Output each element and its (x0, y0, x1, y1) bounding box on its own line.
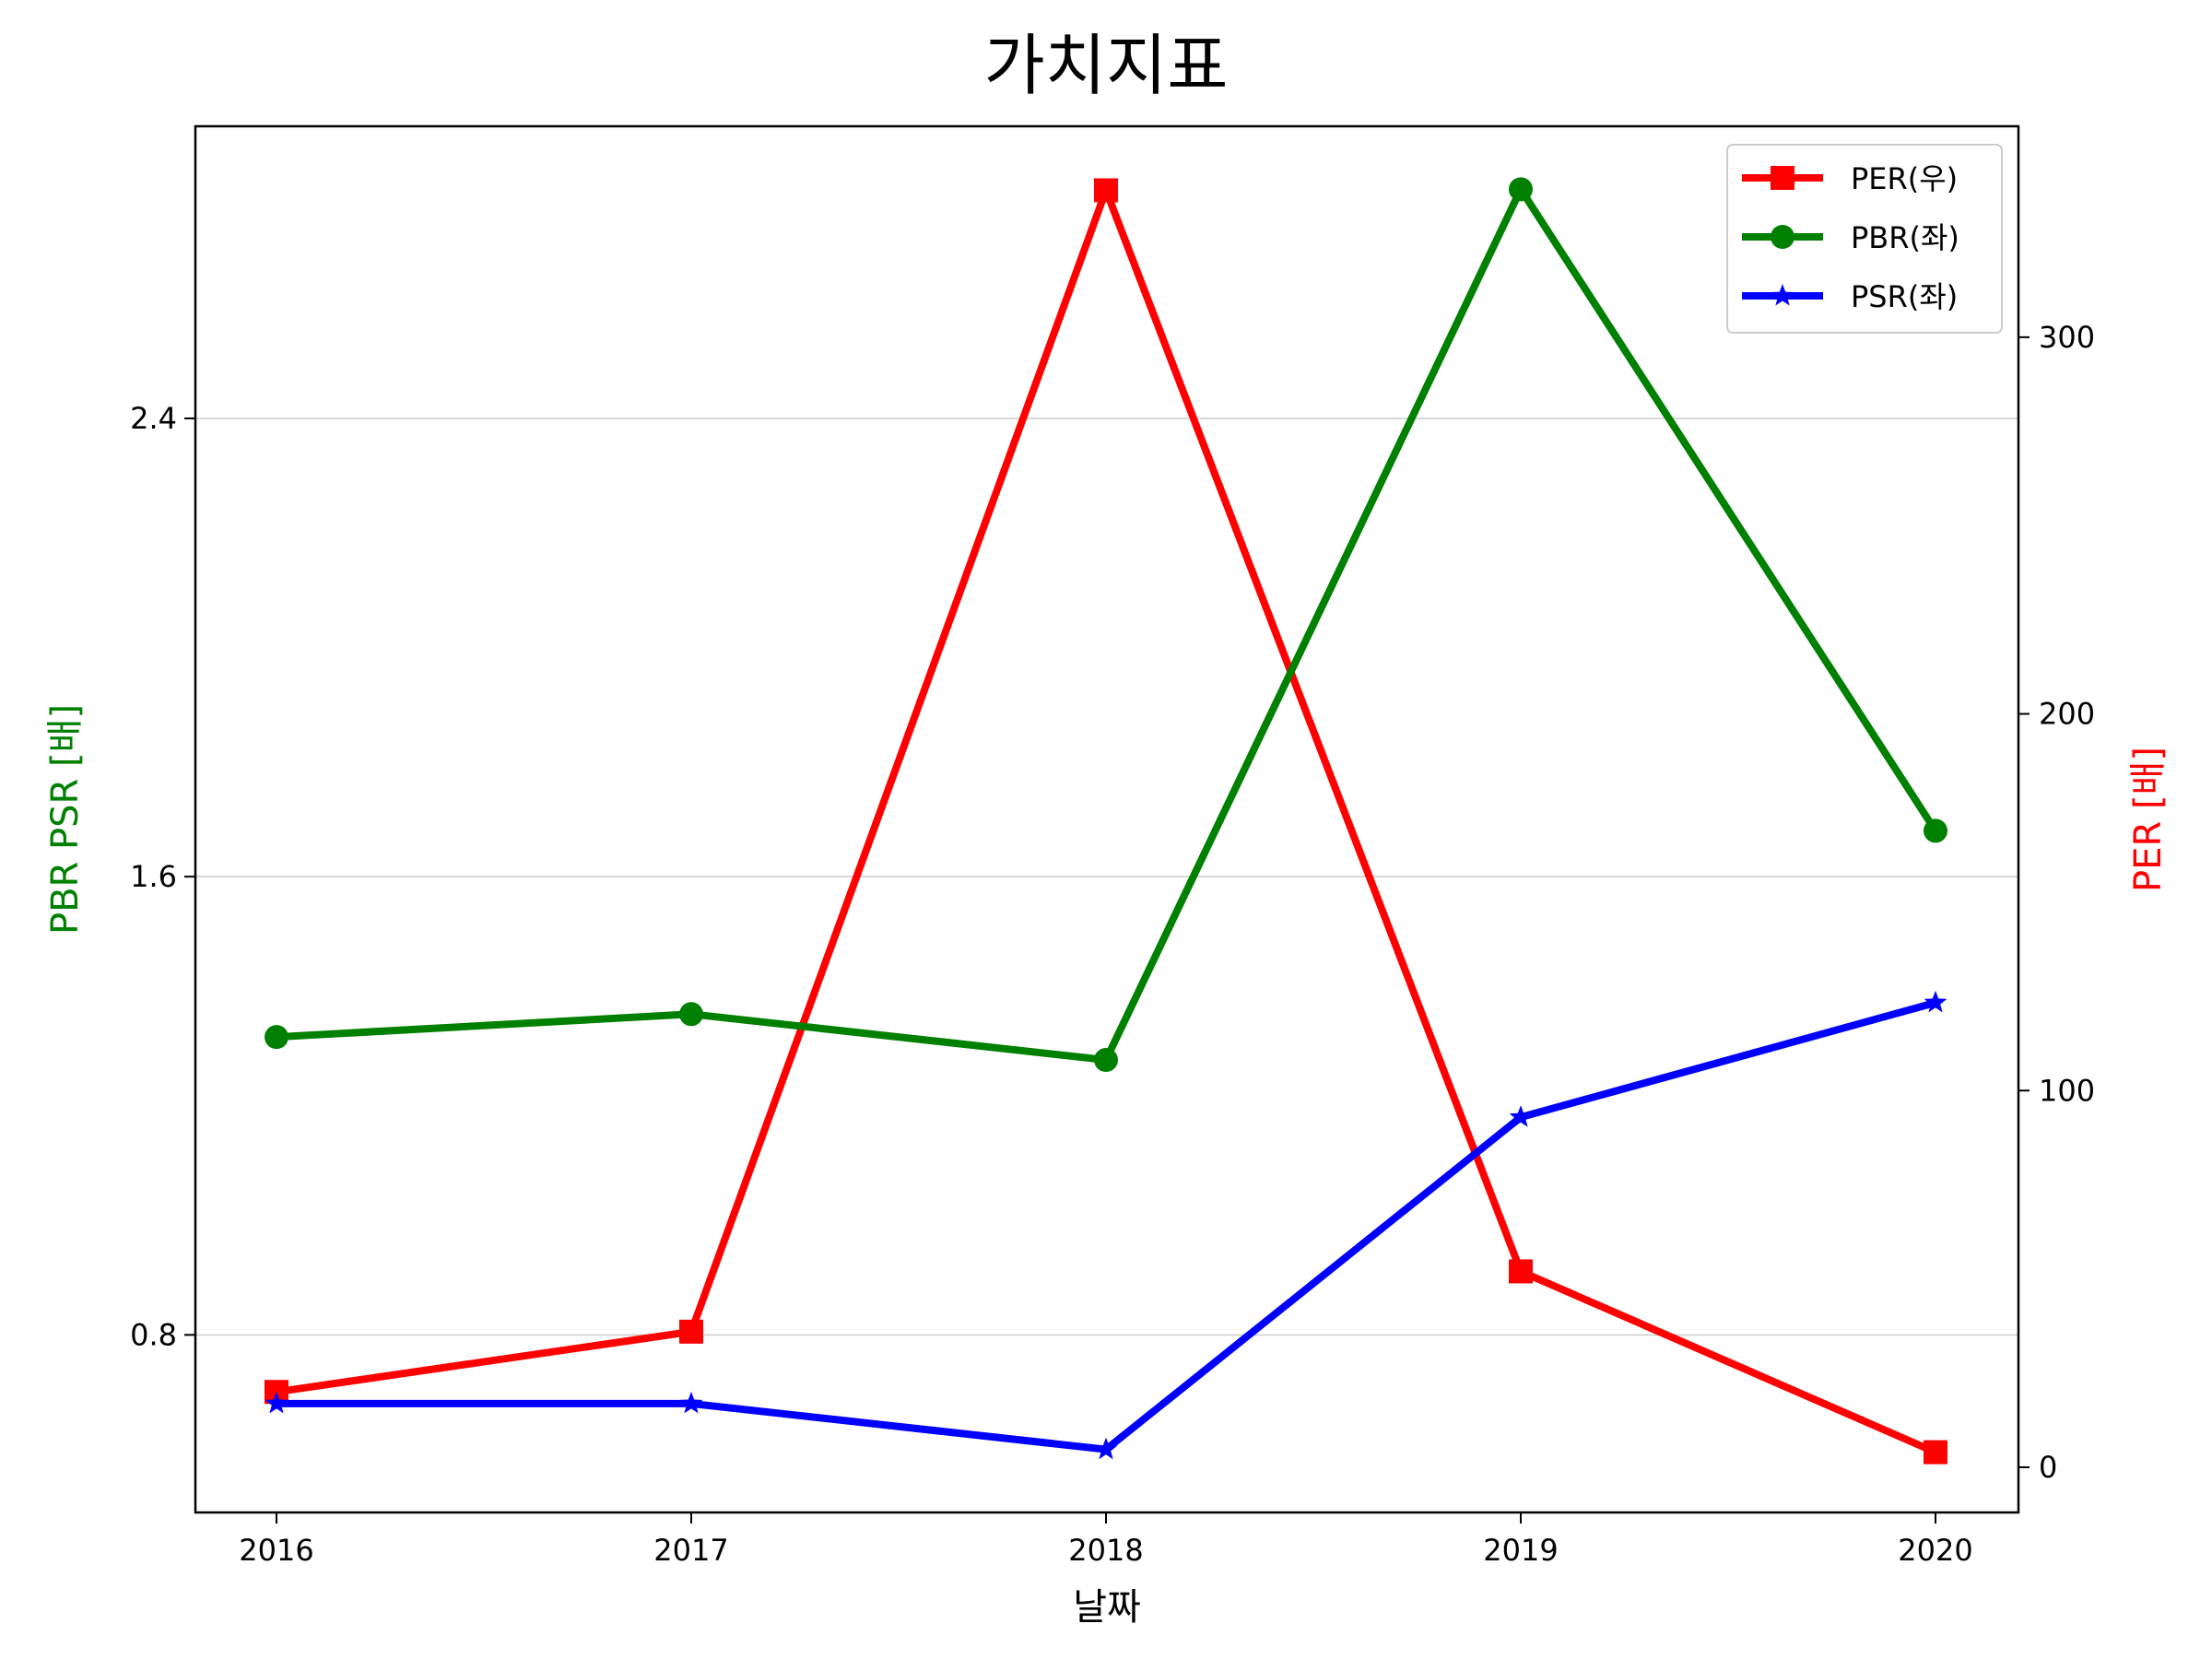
right-y-tick-label: 0 (2039, 1450, 2057, 1485)
per-point (679, 1319, 703, 1344)
chart-title: 가치지표 (984, 27, 1229, 104)
per-point (1509, 1259, 1533, 1284)
per-series (265, 178, 1947, 1465)
psr-series (265, 990, 1947, 1460)
gridlines (195, 418, 2018, 1336)
psr-point (265, 1391, 288, 1414)
pbr-series (265, 177, 1947, 1073)
psr-point (1509, 1105, 1533, 1127)
left-y-axis: 0.8 1.6 2.4 (130, 401, 195, 1352)
psr-point (1924, 990, 1947, 1013)
legend: PER(우) PBR(좌) PSR(좌) (1726, 144, 2003, 334)
plot-area (194, 124, 2020, 1514)
legend-psr-marker (1771, 284, 1794, 306)
x-tick-label: 2020 (1898, 1533, 1972, 1568)
x-tick-label: 2019 (1483, 1533, 1558, 1568)
left-y-axis-label: PBR PSR [배] (44, 704, 87, 935)
x-tick-label: 2018 (1068, 1533, 1143, 1568)
pbr-point (679, 1002, 703, 1027)
right-y-tick-label: 200 (2039, 697, 2095, 732)
series-layer (265, 177, 1947, 1465)
legend-psr-label: PSR(좌) (1851, 279, 1958, 314)
per-line (276, 180, 1937, 1456)
legend-per-label: PER(우) (1851, 161, 1958, 196)
per-point (1094, 178, 1118, 203)
right-y-tick-label: 100 (2039, 1073, 2095, 1108)
right-y-axis: 0 100 200 300 (2018, 320, 2095, 1485)
pbr-point (1509, 177, 1533, 202)
psr-point (679, 1391, 703, 1414)
per-point (1924, 1440, 1947, 1465)
right-y-tick-label: 300 (2039, 320, 2095, 355)
pbr-point (265, 1025, 288, 1050)
pbr-point (1094, 1048, 1118, 1073)
x-axis-label: 날짜 (1073, 1586, 1141, 1629)
left-y-tick-label: 2.4 (130, 401, 177, 436)
pbr-line (276, 182, 1939, 1065)
legend-box (1726, 144, 2003, 334)
right-y-axis-label: PER [배] (2127, 747, 2170, 892)
x-tick-label: 2016 (239, 1533, 313, 1568)
x-tick-label: 2017 (653, 1533, 728, 1568)
left-y-tick-label: 1.6 (130, 859, 177, 894)
legend-per-marker (1771, 166, 1794, 190)
x-axis: 2016 2017 2018 2019 2020 (239, 1512, 1973, 1568)
left-y-tick-label: 0.8 (130, 1317, 177, 1352)
legend-pbr-label: PBR(좌) (1851, 220, 1959, 255)
pbr-point (1924, 818, 1947, 843)
legend-pbr-marker (1771, 225, 1794, 249)
psr-point (1094, 1437, 1118, 1460)
